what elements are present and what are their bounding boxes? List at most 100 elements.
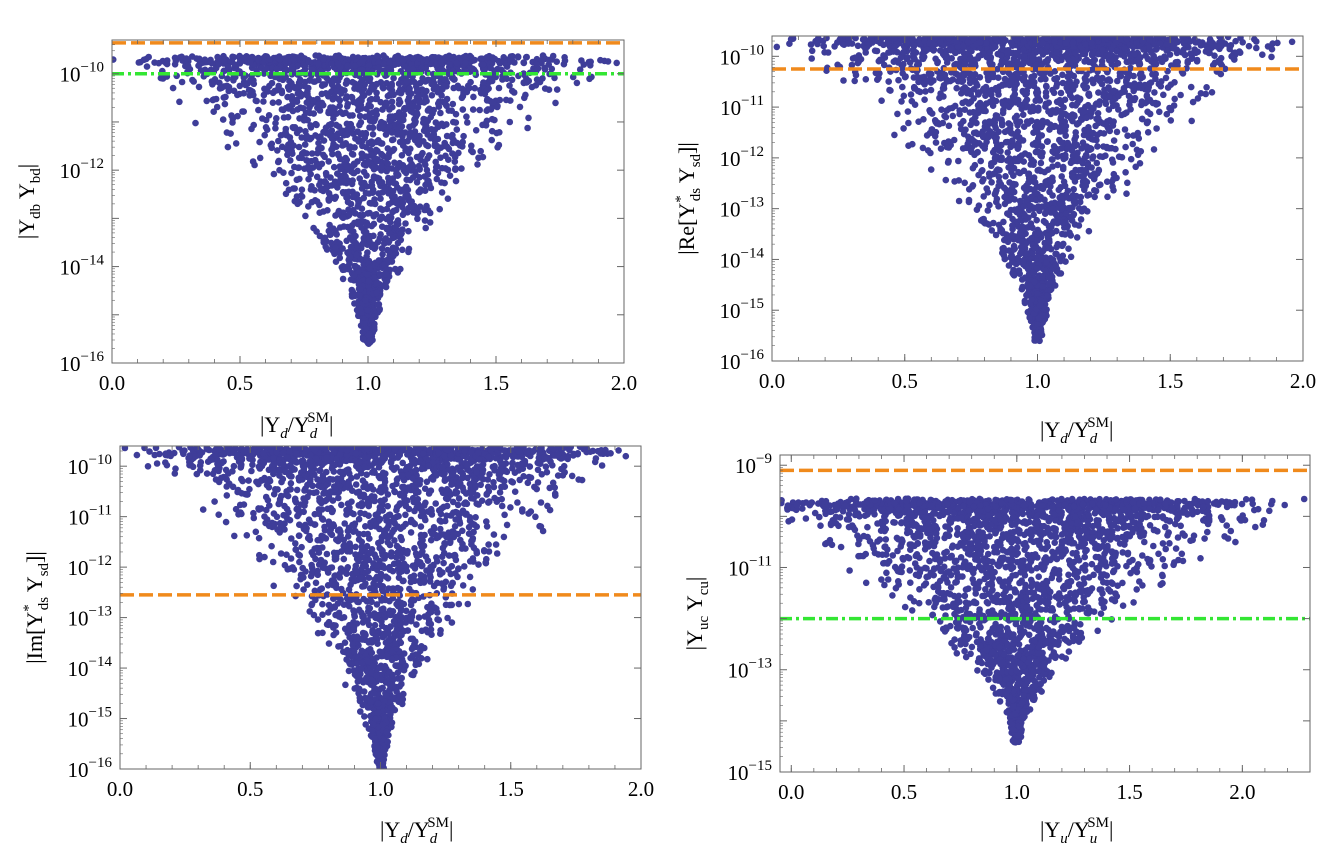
scatter-point <box>900 125 907 132</box>
scatter-point <box>1049 192 1056 199</box>
scatter-point <box>834 39 841 46</box>
scatter-point <box>1156 108 1163 116</box>
scatter-point <box>1130 82 1138 90</box>
scatter-point <box>416 165 423 172</box>
scatter-point <box>373 158 381 165</box>
scatter-point <box>1062 210 1070 217</box>
scatter-point <box>272 119 279 127</box>
scatter-point <box>1023 187 1030 195</box>
scatter-point <box>413 153 421 161</box>
scatter-point <box>536 78 544 86</box>
scatter-point <box>919 144 927 152</box>
scatter-point <box>1150 146 1158 153</box>
scatter-point <box>438 58 445 66</box>
scatter-point <box>472 127 480 134</box>
scatter-point <box>349 53 357 61</box>
scatter-point <box>848 61 856 69</box>
scatter-point <box>454 82 462 90</box>
scatter-point <box>383 215 390 223</box>
scatter-point <box>960 130 968 138</box>
scatter-point <box>1105 106 1113 113</box>
scatter-point <box>953 84 960 92</box>
scatter-point <box>341 266 348 273</box>
scatter-point <box>347 143 355 151</box>
scatter-point <box>1042 267 1049 275</box>
scatter-point <box>389 136 397 143</box>
scatter-point <box>458 165 465 172</box>
scatter-point <box>354 242 361 249</box>
scatter-point <box>488 136 496 144</box>
scatter-point <box>379 251 386 258</box>
scatter-point <box>343 194 350 201</box>
scatter-point <box>1108 156 1116 163</box>
scatter-point <box>1288 38 1296 46</box>
scatter-point <box>425 152 433 159</box>
scatter-point <box>310 110 318 117</box>
scatter-point <box>1115 153 1123 160</box>
scatter-point <box>415 98 423 105</box>
scatter-point <box>373 279 381 287</box>
scatter-point <box>330 163 338 171</box>
scatter-point <box>336 163 344 170</box>
scatter-point <box>1124 179 1131 187</box>
scatter-point <box>329 150 336 158</box>
scatter-point <box>1020 75 1028 83</box>
scatter-point <box>394 217 402 224</box>
scatter-point <box>292 84 299 92</box>
scatter-point <box>347 243 355 251</box>
scatter-point <box>528 83 536 91</box>
scatter-point <box>898 98 905 105</box>
scatter-point <box>904 108 912 115</box>
scatter-point <box>931 117 939 124</box>
scatter-point <box>375 64 382 72</box>
scatter-point <box>414 103 422 111</box>
scatter-point <box>1044 138 1051 145</box>
scatter-point <box>900 92 908 100</box>
scatter-point <box>1087 145 1094 152</box>
scatter-point <box>366 330 373 338</box>
scatter-point <box>961 106 969 113</box>
scatter-point <box>1039 283 1047 290</box>
scatter-point <box>1055 186 1063 194</box>
scatter-point <box>318 82 326 89</box>
scatter-point <box>360 320 368 327</box>
scatter-point <box>367 103 375 110</box>
scatter-point <box>1134 129 1142 137</box>
scatter-point <box>891 131 898 139</box>
scatter-point <box>1001 236 1008 244</box>
scatter-point <box>1066 71 1074 79</box>
scatter-point <box>1118 89 1125 96</box>
scatter-point <box>344 126 352 133</box>
scatter-point <box>195 83 203 91</box>
scatter-point <box>1016 118 1024 125</box>
scatter-point <box>451 158 459 165</box>
scatter-point <box>298 154 306 162</box>
scatter-point <box>1009 254 1016 261</box>
scatter-point <box>378 179 386 186</box>
scatter-point <box>357 305 364 313</box>
scatter-point <box>402 183 410 191</box>
scatter-point <box>410 209 417 216</box>
scatter-point <box>386 90 394 98</box>
scatter-point <box>1171 95 1178 103</box>
scatter-point <box>397 231 405 238</box>
scatter-point <box>1069 192 1077 199</box>
scatter-point <box>298 186 306 193</box>
scatter-point <box>453 126 461 133</box>
x-tick-label: 1.0 <box>355 371 381 395</box>
scatter-point <box>1035 166 1043 174</box>
scatter-point <box>974 148 981 156</box>
scatter-point <box>189 76 196 84</box>
scatter-point <box>285 86 293 93</box>
scatter-point <box>305 203 312 210</box>
scatter-point <box>458 94 466 102</box>
scatter-point <box>475 154 482 162</box>
scatter-point <box>545 86 553 93</box>
scatter-point <box>1059 219 1067 227</box>
scatter-point <box>1088 39 1095 47</box>
scatter-point <box>977 217 985 224</box>
scatter-point <box>320 151 327 159</box>
scatter-point <box>366 124 373 131</box>
scatter-point <box>328 81 336 88</box>
scatter-point <box>284 113 292 121</box>
